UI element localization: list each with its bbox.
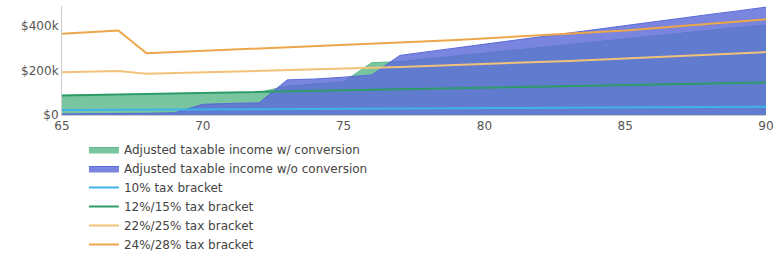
- svg-text:Adjusted taxable income w/o co: Adjusted taxable income w/o conversion: [124, 162, 367, 176]
- svg-text:70: 70: [195, 119, 210, 133]
- svg-text:12%/15% tax bracket: 12%/15% tax bracket: [124, 200, 254, 214]
- svg-text:22%/25% tax bracket: 22%/25% tax bracket: [124, 219, 254, 233]
- svg-text:65: 65: [54, 119, 69, 133]
- svg-text:75: 75: [336, 119, 351, 133]
- svg-text:$200k: $200k: [21, 64, 59, 78]
- svg-text:85: 85: [618, 119, 633, 133]
- svg-text:90: 90: [758, 119, 773, 133]
- svg-text:24%/28% tax bracket: 24%/28% tax bracket: [124, 238, 254, 252]
- svg-text:80: 80: [477, 119, 492, 133]
- svg-text:$0: $0: [43, 108, 58, 122]
- svg-text:$400k: $400k: [21, 19, 59, 33]
- svg-text:Adjusted taxable income w/ con: Adjusted taxable income w/ conversion: [124, 143, 360, 157]
- svg-text:10% tax bracket: 10% tax bracket: [124, 181, 223, 195]
